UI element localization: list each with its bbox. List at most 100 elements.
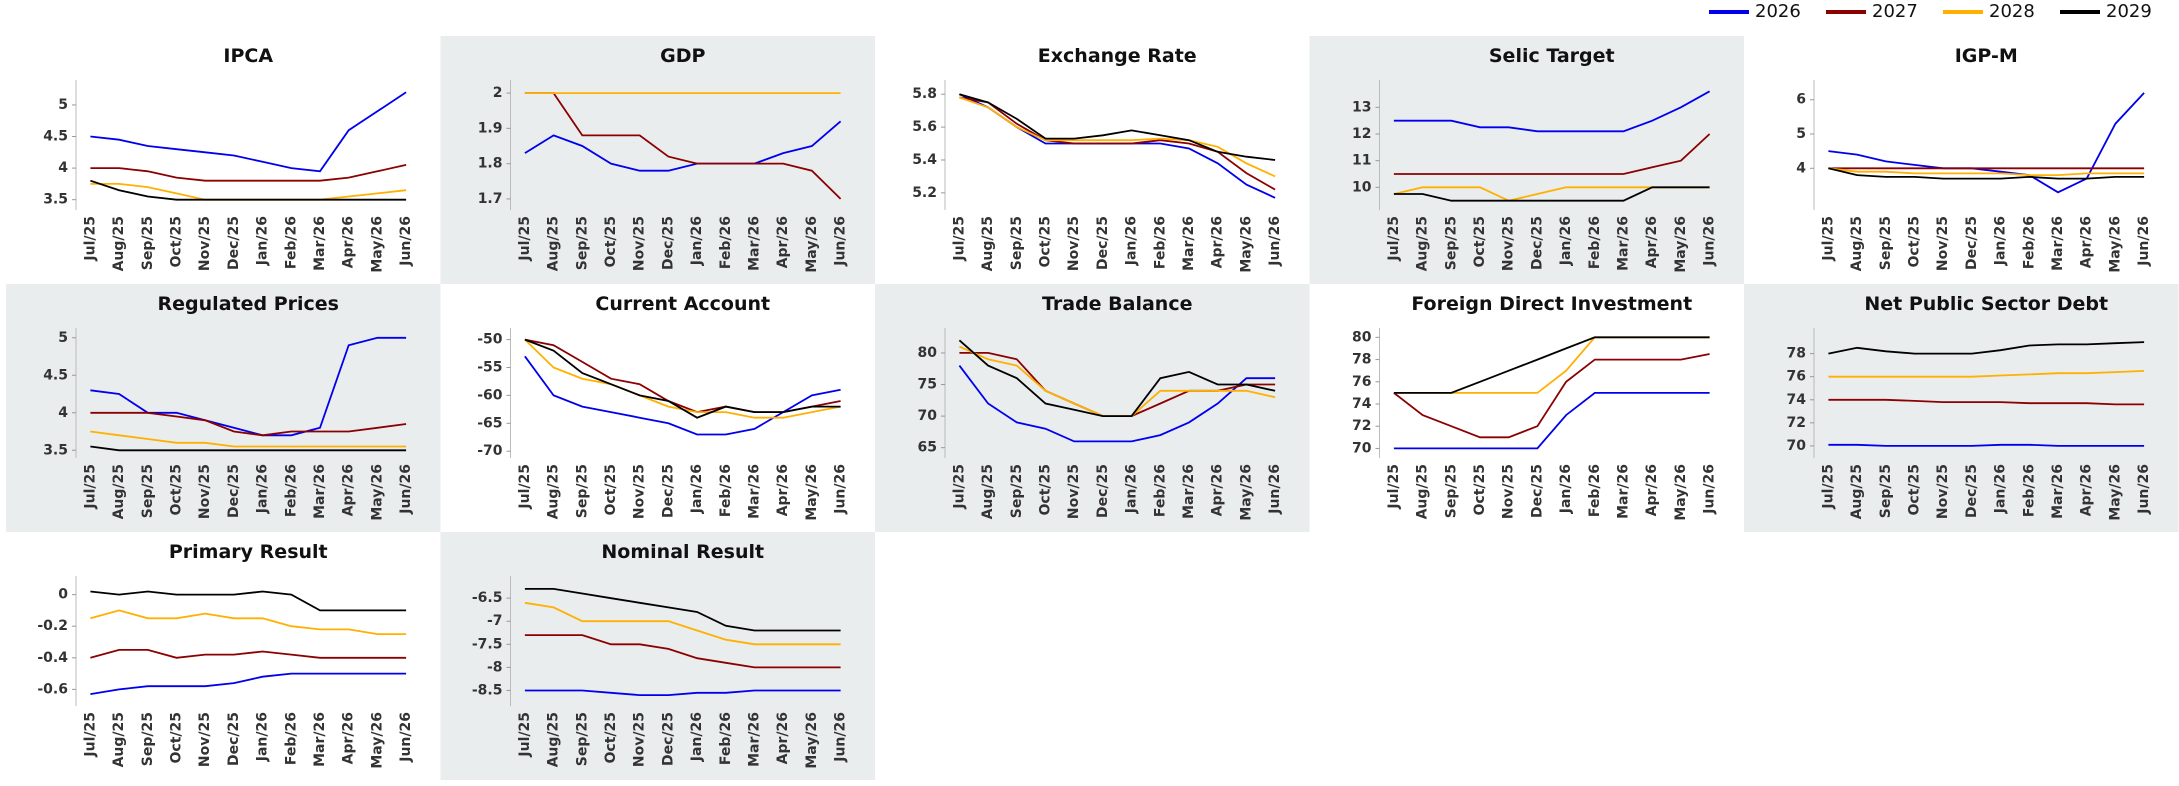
x-tick-label: Dec/25 bbox=[1529, 216, 1545, 270]
x-tick-label: Jan/26 bbox=[689, 216, 705, 266]
x-tick-label: Oct/25 bbox=[1906, 464, 1922, 516]
x-tick-label: Feb/26 bbox=[718, 216, 734, 269]
series-line bbox=[90, 411, 407, 437]
x-tick-label: Dec/25 bbox=[660, 712, 676, 766]
x-tick-label: Mar/26 bbox=[312, 216, 328, 271]
x-tick-label: Nov/25 bbox=[1501, 464, 1517, 519]
x-tick-label: Jun/26 bbox=[833, 712, 849, 763]
x-tick-label: Aug/25 bbox=[546, 216, 562, 271]
x-tick-label: Apr/26 bbox=[2079, 216, 2095, 268]
x-tick-label: Oct/25 bbox=[168, 464, 184, 516]
series-line bbox=[524, 689, 841, 696]
y-tick-label: 10 bbox=[1352, 179, 1372, 195]
x-tick-label: Aug/25 bbox=[980, 464, 996, 519]
x-tick-label: Jan/26 bbox=[689, 464, 705, 514]
y-tick-label: -55 bbox=[477, 359, 502, 375]
series-line bbox=[1393, 186, 1710, 202]
series-line bbox=[90, 430, 407, 448]
chart-title: IGP-M bbox=[1955, 45, 2018, 67]
x-tick-label: Jan/26 bbox=[1993, 216, 2009, 266]
x-tick-label: Apr/26 bbox=[1210, 216, 1226, 268]
x-tick-label: Dec/25 bbox=[1095, 216, 1111, 270]
x-tick-label: Feb/26 bbox=[2021, 216, 2037, 269]
y-tick-label: 70 bbox=[1352, 440, 1372, 456]
x-tick-label: Jun/26 bbox=[398, 216, 414, 267]
x-tick-label: Sep/25 bbox=[1009, 464, 1025, 518]
y-tick-label: 5.2 bbox=[912, 185, 937, 201]
y-tick-label: -70 bbox=[477, 443, 503, 459]
chart-panel: IPCA 3.5 4 4.5 5 Jul/25 Aug/25 Sep/25 Oct/25 Nov/… bbox=[43, 45, 414, 273]
x-tick-label: Jul/25 bbox=[517, 216, 533, 262]
legend-label: 2029 bbox=[2106, 1, 2152, 22]
y-tick-label: -0.4 bbox=[37, 650, 68, 666]
y-tick-label: 5 bbox=[58, 97, 68, 113]
chart-title: Net Public Sector Debt bbox=[1864, 293, 2108, 315]
x-tick-label: May/26 bbox=[2107, 216, 2123, 273]
y-tick-label: -0.2 bbox=[37, 618, 68, 634]
y-tick-label: 3.5 bbox=[43, 192, 68, 208]
y-tick-label: 5.8 bbox=[912, 86, 937, 102]
y-tick-label: 12 bbox=[1352, 126, 1371, 142]
x-tick-label: Feb/26 bbox=[718, 712, 734, 765]
x-tick-label: Nov/25 bbox=[197, 216, 213, 271]
chart-title: Nominal Result bbox=[601, 541, 764, 563]
series-line bbox=[959, 93, 1276, 161]
y-tick-label: -8 bbox=[487, 659, 503, 675]
y-tick-label: 70 bbox=[1787, 438, 1807, 454]
y-tick-label: 65 bbox=[918, 440, 937, 456]
x-tick-label: Aug/25 bbox=[1415, 464, 1431, 519]
chart-title: Exchange Rate bbox=[1038, 45, 1197, 67]
x-tick-label: Feb/26 bbox=[2021, 464, 2037, 517]
y-tick-label: 1.7 bbox=[478, 191, 503, 207]
x-tick-label: Mar/26 bbox=[747, 464, 763, 519]
series-line bbox=[90, 336, 407, 437]
x-tick-label: Sep/25 bbox=[574, 216, 590, 270]
series-line bbox=[959, 96, 1276, 178]
x-tick-label: Feb/26 bbox=[1587, 216, 1603, 269]
x-tick-label: Jun/26 bbox=[2136, 464, 2152, 515]
series-line bbox=[524, 92, 842, 200]
y-tick-label: 5.4 bbox=[912, 152, 937, 168]
x-tick-label: May/26 bbox=[369, 712, 385, 769]
series-line bbox=[524, 338, 841, 414]
x-tick-label: May/26 bbox=[1673, 464, 1689, 521]
x-tick-label: Jan/26 bbox=[1124, 464, 1140, 514]
x-tick-label: Jul/25 bbox=[82, 216, 98, 262]
x-tick-label: Mar/26 bbox=[1616, 464, 1632, 519]
x-tick-label: Mar/26 bbox=[1181, 216, 1197, 271]
y-tick-label: 75 bbox=[918, 377, 937, 393]
y-tick-label: 76 bbox=[1787, 369, 1806, 385]
y-tick-label: -50 bbox=[477, 332, 503, 348]
x-tick-label: Feb/26 bbox=[283, 712, 299, 765]
panel-background bbox=[1744, 284, 2179, 532]
series-line bbox=[90, 164, 407, 182]
x-tick-label: Jun/26 bbox=[1267, 464, 1283, 515]
x-tick-label: Sep/25 bbox=[1443, 464, 1459, 518]
x-tick-label: Aug/25 bbox=[111, 712, 127, 767]
x-tick-label: Sep/25 bbox=[574, 464, 590, 518]
series-line bbox=[90, 649, 407, 659]
y-tick-label: -7.5 bbox=[472, 636, 503, 652]
series-line bbox=[90, 609, 407, 635]
y-tick-label: 3.5 bbox=[43, 442, 68, 458]
chart-title: Current Account bbox=[595, 293, 770, 315]
x-tick-label: Dec/25 bbox=[1964, 216, 1980, 270]
x-tick-label: Apr/26 bbox=[775, 464, 791, 516]
chart-panel: IGP-M 4 5 6 Jul/25 Aug/25 Sep/25 Oct/25 Nov/25 De… bbox=[1796, 45, 2152, 273]
x-tick-label: Nov/25 bbox=[632, 216, 648, 271]
x-tick-label: Oct/25 bbox=[1037, 464, 1053, 516]
y-tick-label: -8.5 bbox=[472, 682, 503, 698]
x-tick-label: Oct/25 bbox=[1472, 464, 1488, 516]
series-line bbox=[524, 601, 841, 646]
x-tick-label: Oct/25 bbox=[1906, 216, 1922, 268]
x-tick-label: Feb/26 bbox=[1587, 464, 1603, 517]
y-tick-label: 4 bbox=[1796, 160, 1806, 176]
series-line bbox=[1393, 392, 1710, 450]
chart-title: IPCA bbox=[223, 45, 273, 67]
chart-panel: Current Account -70 -65 -60 -55 -50 Jul/25 Aug/… bbox=[477, 293, 848, 521]
x-tick-label: Jun/26 bbox=[1267, 216, 1283, 267]
x-tick-label: Jan/26 bbox=[1558, 464, 1574, 514]
y-tick-label: 4 bbox=[58, 160, 68, 176]
x-tick-label: May/26 bbox=[1238, 216, 1254, 273]
panel-background bbox=[875, 284, 1310, 532]
